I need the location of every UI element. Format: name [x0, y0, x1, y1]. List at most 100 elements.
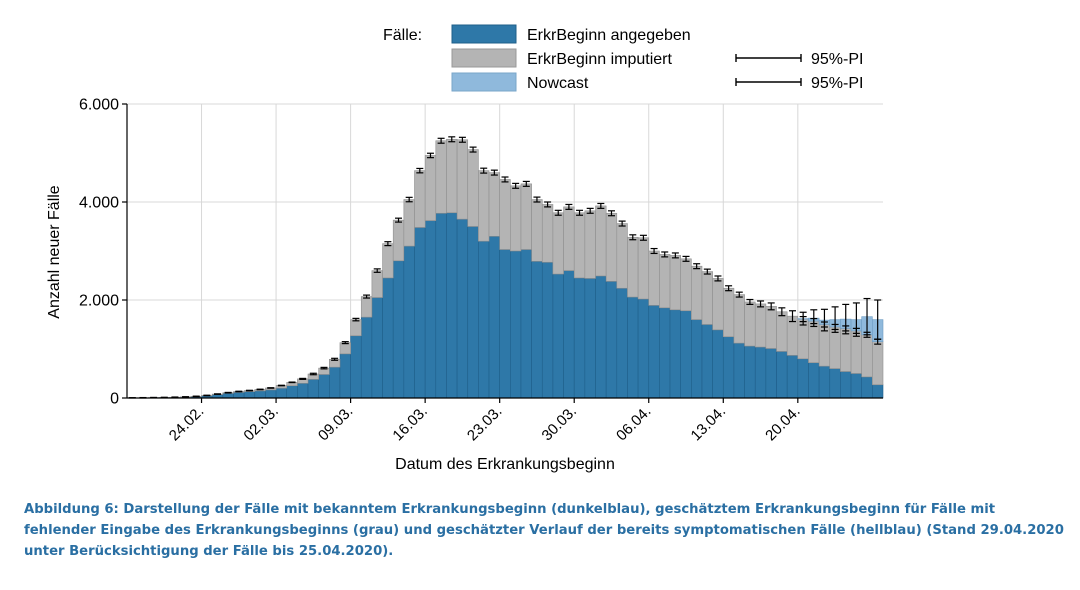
error-bar-16: [299, 377, 307, 380]
bar-series1-21: [350, 319, 362, 337]
legend-pi-label-2: 95%-PI: [811, 75, 863, 92]
error-bar-48: [639, 234, 647, 241]
bar-series1-70: [872, 341, 884, 386]
bar-series1-35: [499, 179, 511, 250]
bar-series0-42: [573, 277, 586, 399]
bar-series1-42: [573, 212, 586, 279]
error-bar-inner-69: [863, 331, 871, 338]
bar-series1-31: [456, 139, 469, 220]
bar-series1-61: [776, 311, 788, 352]
error-bar-inner-64: [810, 317, 818, 325]
bar-series0-65: [818, 365, 831, 399]
bar-series0-69: [861, 376, 873, 399]
bar-series1-68: [850, 330, 863, 374]
bar-series1-59: [754, 303, 767, 348]
error-bar-20: [341, 341, 349, 345]
legend: Fälle: ErkrBeginn angegeben ErkrBeginn i…: [383, 24, 863, 92]
bar-series0-34: [488, 236, 500, 399]
bar-series1-53: [691, 265, 703, 320]
bar-series1-28: [424, 155, 437, 221]
bar-series0-21: [350, 335, 362, 399]
bar-series1-45: [605, 212, 618, 282]
bar-series0-40: [552, 273, 564, 399]
bar-series0-62: [786, 355, 799, 399]
error-bar-56: [725, 285, 733, 292]
y-axis-label: Anzahl neuer Fälle: [46, 185, 63, 319]
error-bar-36: [512, 182, 520, 189]
bar-series0-60: [765, 348, 777, 399]
bar-series0-28: [424, 220, 437, 399]
bar-series1-23: [371, 270, 383, 298]
bar-series0-13: [265, 389, 277, 399]
bar-series0-58: [744, 345, 756, 399]
error-bar-60: [767, 302, 775, 311]
error-bar-18: [320, 366, 328, 370]
error-bar-49: [650, 247, 658, 255]
bar-series0-35: [499, 249, 511, 399]
error-bar-41: [565, 203, 573, 210]
bar-series1-47: [627, 236, 639, 298]
bar-series1-24: [382, 243, 394, 279]
bar-series0-10: [233, 392, 245, 399]
bar-series1-37: [520, 183, 532, 250]
error-bar-47: [629, 234, 637, 241]
bar-series0-23: [371, 297, 383, 399]
bar-series0-27: [414, 227, 426, 399]
bar-series0-38: [531, 260, 543, 399]
error-bar-45: [607, 210, 615, 217]
error-bar-52: [682, 255, 690, 262]
bar-series1-29: [435, 140, 447, 214]
y-tick-label-1: 2.000: [79, 293, 119, 310]
bar-series0-26: [403, 245, 415, 399]
x-tick-label-3: 16.03.: [389, 403, 431, 445]
bar-series0-46: [616, 287, 628, 399]
bar-series0-51: [669, 309, 681, 399]
legend-pi-label-1: 95%-PI: [811, 51, 863, 68]
bar-series1-20: [339, 342, 351, 355]
error-bar-29: [437, 137, 445, 144]
bar-series1-41: [563, 206, 575, 271]
error-bar-62: [788, 310, 796, 323]
bar-series0-24: [382, 277, 394, 399]
bar-series0-22: [360, 316, 373, 399]
error-bar-22: [363, 294, 371, 299]
bar-series0-32: [467, 226, 479, 399]
bar-series0-37: [520, 249, 532, 399]
bar-series0-18: [318, 374, 330, 399]
bar-series1-69: [861, 334, 873, 378]
error-bar-58: [746, 298, 754, 306]
error-bar-26: [405, 196, 413, 203]
bar-series1-30: [446, 138, 458, 214]
error-bar-43: [586, 207, 594, 214]
bar-series0-39: [541, 261, 554, 399]
bar-series1-60: [765, 306, 777, 349]
bar-series0-25: [392, 260, 405, 399]
error-bar-31: [458, 136, 466, 143]
bar-series0-29: [435, 212, 447, 399]
error-bar-30: [448, 136, 456, 143]
error-bar-38: [533, 196, 541, 203]
bar-series0-43: [584, 278, 596, 399]
bar-series0-50: [659, 307, 671, 399]
legend-swatch-nowcast: [451, 72, 517, 92]
bar-series1-67: [840, 328, 852, 372]
bar-series1-34: [488, 172, 500, 237]
bar-series0-66: [829, 368, 841, 399]
y-tick-label-3: 6.000: [79, 97, 119, 114]
error-bar-inner-66: [831, 323, 839, 331]
bar-series0-30: [446, 212, 458, 399]
bar-series1-58: [744, 301, 756, 347]
bar-series0-64: [808, 362, 820, 399]
error-bar-inner-67: [842, 325, 850, 332]
bar-series1-39: [541, 204, 554, 263]
caption-line-2: fehlender Eingabe des Erkrankungsbeginns…: [24, 523, 1064, 538]
bar-series1-40: [552, 212, 564, 275]
bar-series0-55: [712, 329, 724, 399]
x-tick-label-2: 09.03.: [315, 403, 357, 445]
error-bar-inner-63: [799, 316, 807, 323]
y-tick-label-2: 4.000: [79, 195, 119, 212]
bar-series0-33: [478, 240, 490, 399]
bar-series0-36: [510, 250, 522, 399]
bar-series0-61: [776, 351, 788, 399]
bar-series1-27: [414, 170, 426, 228]
